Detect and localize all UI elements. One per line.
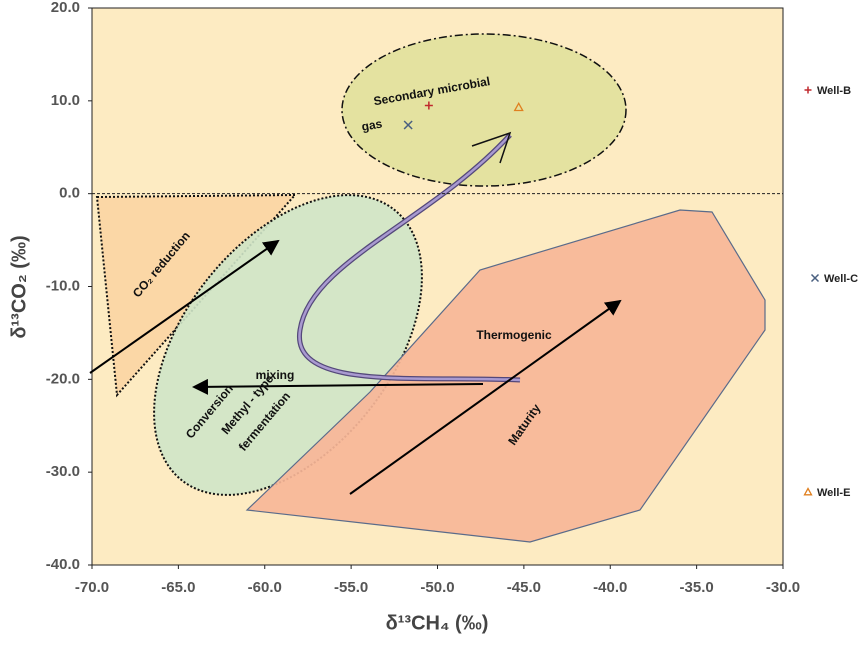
x-tick-label: -40.0 — [593, 579, 627, 596]
x-tick-label: -55.0 — [334, 579, 368, 596]
path-arrowhead — [471, 131, 512, 164]
x-tick-label: -70.0 — [75, 579, 109, 596]
point — [424, 101, 433, 110]
mixing-arrow — [192, 378, 484, 395]
y-axis-title: δ¹³CO₂ (‰) — [8, 235, 30, 338]
legend-label: Well-B — [817, 85, 851, 97]
y-tick-label: 0.0 — [59, 185, 80, 202]
x-axis-title: δ¹³CH₄ (‰) — [386, 612, 489, 634]
annotation: gas — [360, 116, 383, 133]
x-tick-label: -60.0 — [248, 579, 282, 596]
legend-label: Well-E — [817, 487, 850, 499]
legend-marker — [810, 273, 820, 283]
y-tick-label: -20.0 — [46, 370, 80, 387]
thermogenic-region — [245, 209, 766, 543]
y-tick-label: -10.0 — [46, 277, 80, 294]
x-tick-label: -65.0 — [161, 579, 195, 596]
annotation: mixing — [256, 368, 295, 382]
y-tick-label: 10.0 — [51, 92, 80, 109]
regions — [89, 33, 766, 543]
x-tick-label: -35.0 — [680, 579, 714, 596]
annotation: Thermogenic — [476, 328, 552, 342]
y-tick-label: -30.0 — [46, 463, 80, 480]
secondary-microbial-region — [341, 33, 627, 187]
x-tick-label: -45.0 — [507, 579, 541, 596]
x-tick-label: -50.0 — [420, 579, 454, 596]
y-tick-label: 20.0 — [51, 0, 80, 16]
co2-arrow — [89, 239, 280, 374]
y-tick-label: -40.0 — [46, 556, 80, 573]
maturity-arrow — [349, 299, 622, 495]
point — [403, 120, 413, 130]
legend-marker — [804, 86, 812, 94]
legend-marker — [803, 487, 813, 496]
mixing-path — [298, 134, 521, 382]
x-tick-label: -30.0 — [766, 579, 800, 596]
point — [513, 101, 524, 112]
legend-label: Well-C — [824, 273, 858, 285]
